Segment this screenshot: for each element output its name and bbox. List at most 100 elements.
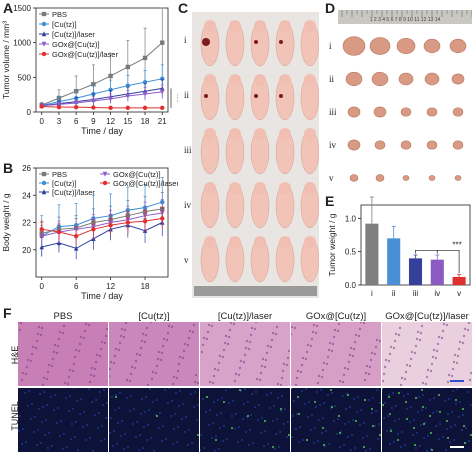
blue-nucleus bbox=[43, 391, 45, 393]
green-apoptotic-signal bbox=[379, 434, 381, 436]
blue-nucleus bbox=[234, 428, 236, 430]
blue-nucleus bbox=[74, 436, 76, 438]
histology-column-header: GOx@[Cu(tz)]/laser bbox=[385, 311, 469, 322]
nucleus bbox=[50, 364, 54, 368]
nucleus bbox=[25, 365, 29, 369]
photo-background bbox=[338, 10, 472, 188]
blue-nucleus bbox=[274, 448, 276, 450]
nucleus bbox=[425, 375, 429, 379]
blue-nucleus bbox=[295, 428, 297, 430]
nucleus bbox=[243, 353, 247, 357]
nucleus bbox=[227, 335, 231, 339]
legend-label: PBS bbox=[52, 170, 67, 179]
blue-nucleus bbox=[129, 410, 131, 412]
nucleus bbox=[29, 359, 33, 363]
green-apoptotic-signal bbox=[291, 388, 292, 389]
nucleus bbox=[261, 357, 265, 361]
blue-nucleus bbox=[76, 400, 78, 402]
blue-nucleus bbox=[175, 392, 177, 394]
nucleus bbox=[259, 371, 263, 375]
legend-label: GOx@[Cu(tz)]/laser bbox=[113, 179, 178, 188]
blue-nucleus bbox=[41, 421, 43, 423]
tumor-specimen bbox=[451, 73, 465, 85]
nucleus bbox=[336, 329, 340, 333]
histology-column-header: GOx@[Cu(tz)] bbox=[305, 311, 367, 322]
nucleus bbox=[232, 322, 236, 326]
nucleus bbox=[456, 354, 460, 358]
green-apoptotic-signal bbox=[406, 418, 408, 420]
data-point bbox=[91, 105, 96, 110]
blue-nucleus bbox=[349, 406, 351, 408]
nucleus bbox=[294, 383, 298, 386]
blue-nucleus bbox=[127, 446, 129, 448]
blue-nucleus bbox=[72, 408, 74, 410]
nucleus bbox=[393, 339, 397, 343]
nucleus bbox=[61, 331, 65, 335]
nucleus bbox=[94, 360, 98, 364]
nucleus bbox=[275, 325, 279, 329]
blue-nucleus bbox=[249, 429, 251, 431]
green-apoptotic-signal bbox=[429, 415, 431, 417]
he-stain-texture bbox=[18, 322, 108, 386]
mouse-head bbox=[229, 128, 241, 140]
blue-nucleus bbox=[217, 399, 219, 401]
blue-nucleus bbox=[182, 403, 184, 405]
blue-nucleus bbox=[465, 427, 467, 429]
blue-nucleus bbox=[407, 393, 409, 395]
nucleus bbox=[221, 355, 225, 359]
nucleus bbox=[398, 326, 402, 330]
mouse-head bbox=[204, 236, 216, 248]
blue-nucleus bbox=[33, 431, 35, 433]
blue-nucleus bbox=[318, 419, 320, 421]
legend-label: GOx@[Cu(tz)] bbox=[113, 170, 161, 179]
blue-nucleus bbox=[63, 433, 65, 435]
blue-nucleus bbox=[293, 400, 295, 402]
green-apoptotic-signal bbox=[405, 401, 407, 403]
green-apoptotic-signal bbox=[338, 415, 340, 417]
tunel-stain-image bbox=[382, 388, 472, 452]
nucleus bbox=[62, 324, 66, 328]
blue-nucleus bbox=[374, 425, 376, 427]
blue-nucleus bbox=[384, 402, 386, 404]
blue-nucleus bbox=[283, 423, 285, 425]
blue-nucleus bbox=[352, 419, 354, 421]
nucleus bbox=[233, 379, 237, 383]
nucleus bbox=[432, 348, 436, 352]
nucleus bbox=[247, 347, 251, 351]
nucleus bbox=[40, 326, 44, 330]
blue-nucleus bbox=[267, 443, 269, 445]
nucleus bbox=[191, 330, 195, 334]
green-apoptotic-signal bbox=[355, 420, 357, 422]
nucleus bbox=[34, 346, 38, 350]
blue-nucleus bbox=[467, 391, 469, 393]
nucleus bbox=[172, 375, 176, 379]
y-axis-label: Tumor volume / mm³ bbox=[1, 21, 11, 99]
green-apoptotic-signal bbox=[323, 444, 325, 446]
nucleus bbox=[451, 367, 455, 371]
blue-nucleus bbox=[86, 424, 88, 426]
nucleus bbox=[351, 354, 355, 358]
green-apoptotic-signal bbox=[446, 420, 448, 422]
tunel-stain-image bbox=[291, 388, 381, 452]
blue-nucleus bbox=[348, 421, 350, 423]
blue-nucleus bbox=[386, 430, 388, 432]
y-tick-label: 1000 bbox=[13, 39, 31, 48]
blue-nucleus bbox=[323, 402, 325, 404]
green-apoptotic-signal bbox=[382, 388, 383, 389]
nucleus bbox=[378, 339, 381, 343]
he-stain-texture bbox=[200, 322, 290, 386]
x-tick-label: ii bbox=[392, 289, 396, 298]
ruler bbox=[338, 10, 472, 24]
nucleus bbox=[415, 337, 419, 341]
nucleus bbox=[287, 349, 290, 353]
green-apoptotic-signal bbox=[231, 427, 233, 429]
nucleus bbox=[338, 379, 342, 383]
y-tick-label: 24 bbox=[22, 191, 31, 200]
nucleus bbox=[138, 353, 142, 357]
x-axis-label: Time / day bbox=[81, 126, 123, 136]
blue-nucleus bbox=[24, 392, 26, 394]
data-point bbox=[160, 40, 165, 45]
ruler bbox=[194, 286, 317, 296]
nucleus bbox=[441, 329, 445, 333]
blue-nucleus bbox=[185, 416, 187, 418]
